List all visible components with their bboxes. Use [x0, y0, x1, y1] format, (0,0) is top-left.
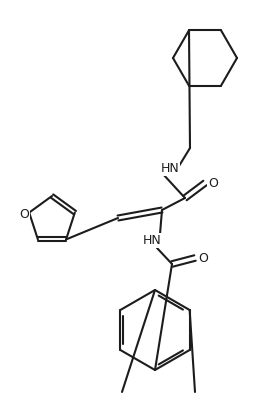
Text: O: O — [19, 208, 29, 221]
Text: O: O — [208, 176, 218, 190]
Text: HN: HN — [161, 162, 179, 175]
Text: HN: HN — [143, 234, 161, 246]
Text: O: O — [198, 251, 208, 265]
